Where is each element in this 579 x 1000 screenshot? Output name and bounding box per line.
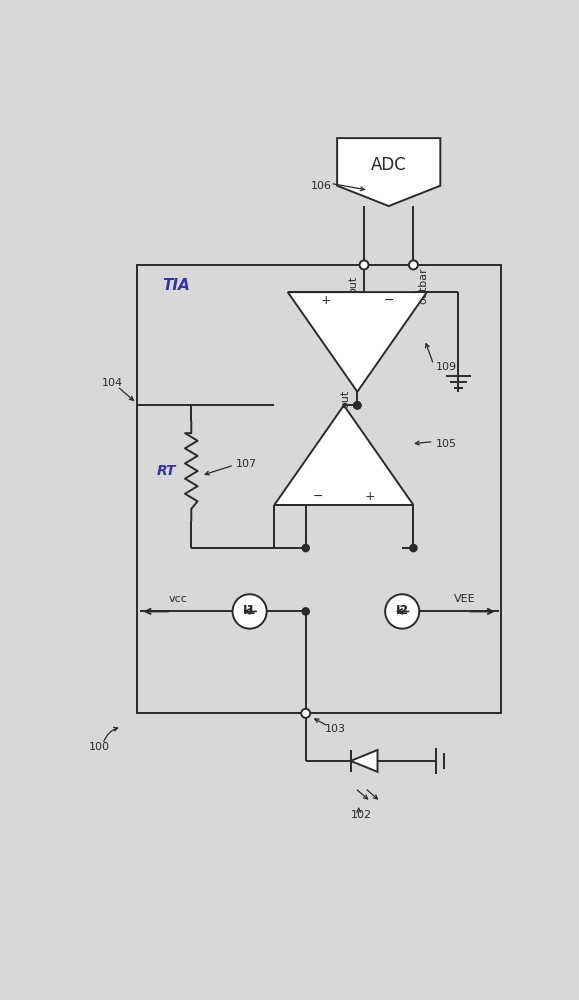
Circle shape [360,260,368,269]
Text: +: + [321,294,331,307]
Circle shape [410,544,417,552]
Text: 106: 106 [311,181,332,191]
Text: 109: 109 [436,362,457,372]
Text: outbar: outbar [418,267,428,304]
Text: VEE: VEE [454,594,476,604]
Polygon shape [351,750,378,772]
Text: out: out [340,389,350,408]
Text: out: out [349,276,358,294]
Text: ADC: ADC [371,156,406,174]
Text: I2: I2 [395,604,409,617]
Circle shape [409,260,418,269]
Text: RT: RT [157,464,177,478]
Circle shape [301,709,310,718]
Circle shape [385,594,419,629]
Text: TIA: TIA [162,278,190,293]
Circle shape [302,544,309,552]
Circle shape [233,594,267,629]
Polygon shape [337,138,440,206]
Text: −: − [313,490,323,503]
Circle shape [354,402,361,409]
Polygon shape [274,405,413,505]
Text: vcc: vcc [168,594,187,604]
Circle shape [302,608,309,615]
Text: +: + [365,490,375,503]
Text: 102: 102 [351,810,372,820]
Text: 105: 105 [436,439,457,449]
Text: 100: 100 [89,742,110,752]
Text: 104: 104 [102,378,123,388]
Circle shape [354,402,361,409]
Text: 103: 103 [324,724,346,734]
Text: −: − [383,294,394,307]
Polygon shape [288,292,427,392]
Text: I1: I1 [243,604,256,617]
Text: 107: 107 [236,459,257,469]
